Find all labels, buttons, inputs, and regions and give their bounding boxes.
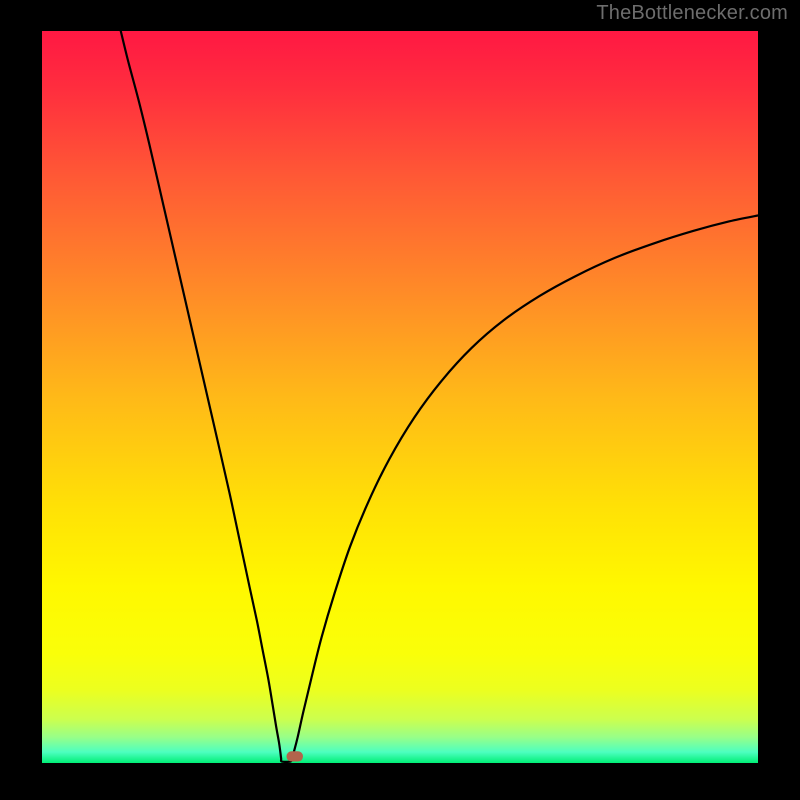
watermark-text: TheBottlenecker.com (596, 2, 788, 25)
chart-plot (42, 31, 758, 763)
chart-marker (287, 751, 303, 761)
